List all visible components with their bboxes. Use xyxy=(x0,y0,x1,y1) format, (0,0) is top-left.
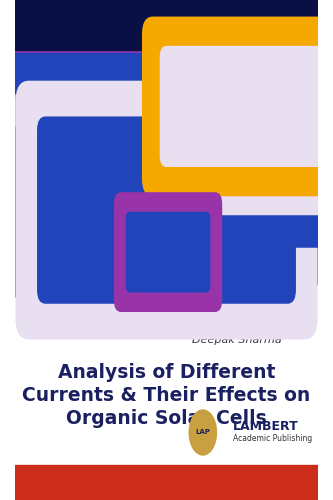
Text: LAMBERT: LAMBERT xyxy=(233,420,299,432)
Text: Analysis of Different
Currents & Their Effects on
Organic Solar Cells: Analysis of Different Currents & Their E… xyxy=(22,362,311,428)
Bar xyxy=(15,0,318,50)
Bar xyxy=(15,285,318,465)
FancyBboxPatch shape xyxy=(142,16,333,196)
Bar xyxy=(15,50,318,285)
Circle shape xyxy=(189,410,216,455)
FancyBboxPatch shape xyxy=(0,94,103,330)
FancyBboxPatch shape xyxy=(15,80,318,340)
FancyBboxPatch shape xyxy=(0,17,236,292)
FancyBboxPatch shape xyxy=(188,70,242,241)
FancyBboxPatch shape xyxy=(155,28,333,248)
FancyBboxPatch shape xyxy=(1,127,83,298)
Bar xyxy=(15,465,318,500)
FancyBboxPatch shape xyxy=(160,46,333,167)
Text: A Modeling Approach: A Modeling Approach xyxy=(100,470,233,483)
Text: Academic Publishing: Academic Publishing xyxy=(233,434,312,443)
Text: Deepak Sharma: Deepak Sharma xyxy=(192,335,282,345)
FancyBboxPatch shape xyxy=(114,192,222,312)
Text: Arvnd Kumar: Arvnd Kumar xyxy=(209,310,282,320)
Text: LAP: LAP xyxy=(195,430,210,436)
FancyBboxPatch shape xyxy=(37,116,296,304)
FancyBboxPatch shape xyxy=(126,212,210,292)
FancyBboxPatch shape xyxy=(1,52,214,256)
FancyBboxPatch shape xyxy=(174,61,333,215)
